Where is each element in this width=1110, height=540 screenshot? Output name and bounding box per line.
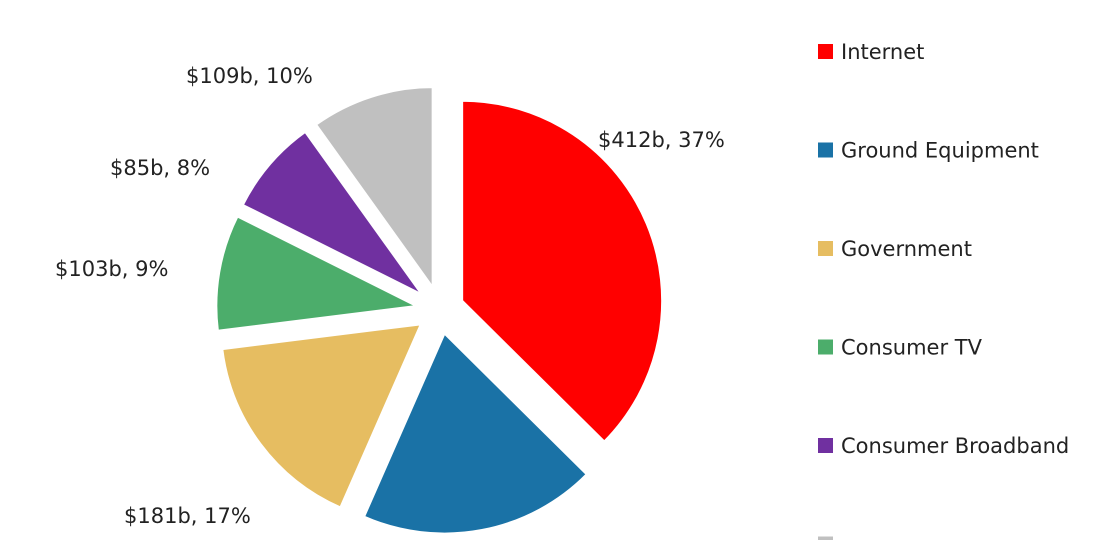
pie-slices (215, 86, 664, 535)
legend-label-government: Government (841, 237, 972, 261)
pie-slice-consumer-tv (215, 215, 420, 332)
pie-slice-internet (461, 99, 664, 443)
pie-slice-consumer-broadband (241, 130, 423, 296)
pie-slice-government (221, 323, 423, 509)
legend-swatch-consumer-broadband (818, 438, 833, 453)
legend-swatch-internet (818, 44, 833, 59)
legend-swatch-ground-equipment (818, 142, 833, 158)
pie-slice-ground-equipment (362, 331, 589, 535)
data-label-other-5: $109b, 10% (186, 64, 313, 88)
legend-label-consumer-broadband: Consumer Broadband (841, 434, 1069, 458)
data-label-government: $181b, 17% (124, 504, 251, 528)
legend-label-internet: Internet (841, 40, 924, 64)
legend-label-ground-equipment: Ground Equipment (841, 139, 1039, 163)
data-label-consumer-broadband: $85b, 8% (110, 156, 210, 180)
data-labels: $412b, 37% $181b, 17% $103b, 9% $85b, 8% $10… (55, 64, 725, 528)
legend-swatch-consumer-tv (818, 339, 833, 355)
legend-label-consumer-tv: Consumer TV (841, 336, 983, 360)
data-label-consumer-tv: $103b, 9% (55, 257, 168, 281)
data-label-internet: $412b, 37% (598, 128, 725, 152)
pie-slice-other-5 (314, 86, 434, 291)
legend-swatch-other-5 (818, 536, 833, 540)
legend: Internet Ground Equipment Government Consum… (818, 40, 1069, 540)
legend-swatch-government (818, 241, 833, 256)
